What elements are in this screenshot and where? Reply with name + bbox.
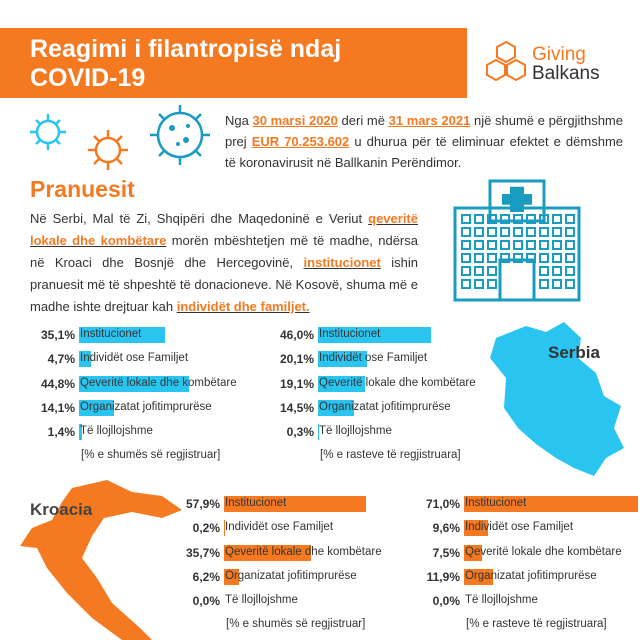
value-label: 0,3% bbox=[286, 425, 314, 440]
bar bbox=[318, 399, 354, 416]
text-run: morën mbështetjen më të madhe, ndërsa në… bbox=[30, 233, 418, 270]
category-label: Qeveritë lokale dhe kombëtare bbox=[465, 545, 622, 558]
value-label: 20,1% bbox=[279, 352, 314, 367]
hospital-icon bbox=[453, 179, 581, 302]
header-band bbox=[0, 28, 467, 98]
value-label: 19,1% bbox=[279, 376, 314, 391]
bar bbox=[79, 375, 189, 392]
category-label: Të llojllojshme bbox=[80, 425, 153, 438]
highlight: EUR 70.253.602 bbox=[251, 134, 350, 149]
highlight: individët dhe familjet. bbox=[176, 299, 310, 314]
title-line: Reagimi i filantropisë ndaj bbox=[30, 35, 342, 63]
logo-text: Balkans bbox=[532, 63, 600, 84]
bar bbox=[464, 568, 494, 585]
value-label: 46,0% bbox=[279, 328, 314, 342]
text-run: një shumë e përgjithshme prej bbox=[225, 113, 623, 149]
value-label: 44,8% bbox=[40, 376, 75, 391]
value-label: 71,0% bbox=[425, 497, 460, 511]
map-label: Serbia bbox=[548, 343, 600, 362]
category-label: Institucionet bbox=[465, 497, 527, 509]
title-line: COVID-19 bbox=[30, 64, 146, 92]
value-label: 6,2% bbox=[192, 569, 220, 584]
bar bbox=[318, 424, 319, 441]
category-label: Institucionet bbox=[225, 497, 287, 509]
intro-text: Nga 30 marsi 2020 deri më 31 mars 2021 n… bbox=[225, 110, 623, 173]
category-label: Institucionet bbox=[80, 328, 142, 340]
highlight: 31 mars 2021 bbox=[388, 113, 471, 128]
map-label: Kroacia bbox=[30, 500, 93, 519]
bar bbox=[79, 327, 165, 343]
value-label: 0,0% bbox=[432, 594, 460, 609]
section-text: Në Serbi, Mal të Zi, Shqipëri dhe Maqedo… bbox=[30, 208, 418, 318]
bar bbox=[464, 544, 483, 561]
text-run: ishin pranuesit më të shpeshtë të donaci… bbox=[30, 255, 418, 314]
value-label: 0,2% bbox=[192, 521, 220, 536]
category-label: Organizatat jofitimprurëse bbox=[319, 400, 451, 413]
text-run: Nga bbox=[225, 113, 253, 128]
text-run: u dhurua për të eliminuar efektet e dëms… bbox=[225, 134, 624, 170]
bar bbox=[79, 424, 83, 441]
bar bbox=[318, 327, 431, 343]
category-label: Të llojllojshme bbox=[225, 594, 298, 607]
value-label: 1,4% bbox=[47, 425, 75, 440]
chart-note: [% e shumës së regjistruar] bbox=[226, 617, 366, 630]
text-run: deri më bbox=[337, 113, 389, 128]
category-label: Individët ose Familjet bbox=[80, 352, 189, 365]
chart-note: [% e shumës së regjistruar] bbox=[81, 448, 221, 461]
bar bbox=[464, 496, 638, 512]
category-label: Organizatat jofitimprurëse bbox=[465, 569, 597, 582]
value-label: 57,9% bbox=[185, 497, 220, 511]
chart-note: [% e rasteve të regjistruara] bbox=[466, 617, 607, 630]
bar bbox=[318, 375, 365, 392]
value-label: 7,5% bbox=[432, 545, 460, 560]
value-label: 11,9% bbox=[426, 569, 460, 584]
value-label: 14,1% bbox=[40, 400, 75, 415]
category-label: Individët ose Familjet bbox=[225, 521, 334, 534]
highlight: institucionet bbox=[303, 255, 381, 270]
category-label: Organizatat jofitimprurëse bbox=[80, 400, 212, 413]
chart-note: [% e rasteve të regjistruara] bbox=[320, 448, 461, 461]
category-label: Qeveritë lokale dhe kombëtare bbox=[319, 376, 476, 389]
logo-text: Giving bbox=[532, 44, 586, 65]
virus-icons bbox=[30, 105, 210, 170]
category-label: Organizatat jofitimprurëse bbox=[225, 569, 357, 582]
category-label: Të llojllojshme bbox=[319, 425, 392, 438]
bar bbox=[224, 568, 240, 585]
category-label: Qeveritë lokale dhe kombëtare bbox=[225, 545, 382, 558]
value-label: 35,1% bbox=[40, 328, 75, 342]
highlight: 30 marsi 2020 bbox=[252, 113, 338, 128]
value-label: 14,5% bbox=[279, 400, 314, 415]
value-label: 9,6% bbox=[432, 521, 460, 536]
category-label: Individët ose Familjet bbox=[319, 352, 428, 365]
logo-icon bbox=[486, 40, 526, 82]
text-run: Në Serbi, Mal të Zi, Shqipëri dhe Maqedo… bbox=[30, 211, 369, 226]
highlight: qeveritë lokale dhe kombëtare bbox=[30, 211, 418, 248]
bar bbox=[79, 351, 91, 368]
value-label: 35,7% bbox=[185, 545, 220, 560]
serbia-map bbox=[490, 322, 624, 476]
category-label: Individët ose Familjet bbox=[465, 521, 574, 534]
bar bbox=[464, 520, 488, 537]
value-label: 4,7% bbox=[47, 352, 75, 367]
section-title: Pranuesit bbox=[30, 176, 135, 202]
bar bbox=[224, 496, 366, 512]
croatia-map bbox=[20, 480, 182, 640]
value-label: 0,0% bbox=[192, 594, 220, 609]
bar bbox=[318, 351, 368, 368]
bar bbox=[224, 544, 312, 561]
category-label: Institucionet bbox=[319, 328, 381, 340]
category-label: Të llojllojshme bbox=[465, 594, 538, 607]
category-label: Qeveritë lokale dhe kombëtare bbox=[80, 376, 237, 389]
bar bbox=[79, 399, 114, 416]
